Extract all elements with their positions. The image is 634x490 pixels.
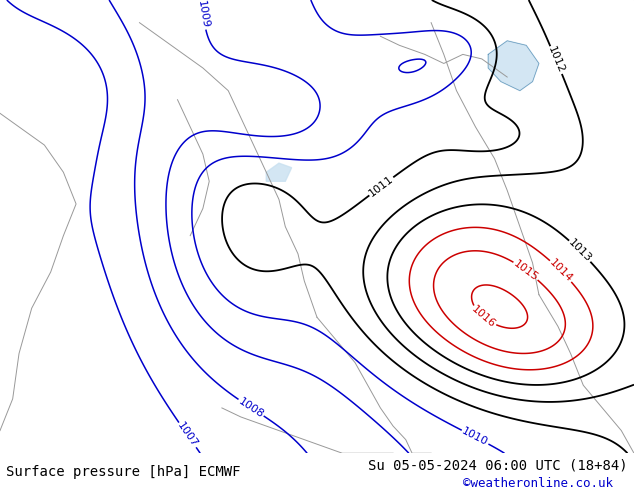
Polygon shape — [266, 163, 292, 181]
Text: Su 05-05-2024 06:00 UTC (18+84): Su 05-05-2024 06:00 UTC (18+84) — [368, 458, 628, 472]
Text: 1014: 1014 — [547, 258, 574, 285]
Text: 1015: 1015 — [512, 258, 540, 283]
Text: Surface pressure [hPa] ECMWF: Surface pressure [hPa] ECMWF — [6, 465, 241, 479]
Text: 1007: 1007 — [176, 420, 200, 449]
Text: 1013: 1013 — [567, 238, 593, 265]
Text: 1016: 1016 — [470, 304, 497, 330]
Text: 1008: 1008 — [236, 396, 266, 419]
Text: 1011: 1011 — [367, 174, 396, 199]
Text: 1009: 1009 — [196, 0, 210, 29]
Polygon shape — [488, 41, 539, 91]
Text: ©weatheronline.co.uk: ©weatheronline.co.uk — [463, 477, 613, 490]
Text: 1012: 1012 — [546, 45, 566, 75]
Text: 1010: 1010 — [460, 426, 490, 448]
